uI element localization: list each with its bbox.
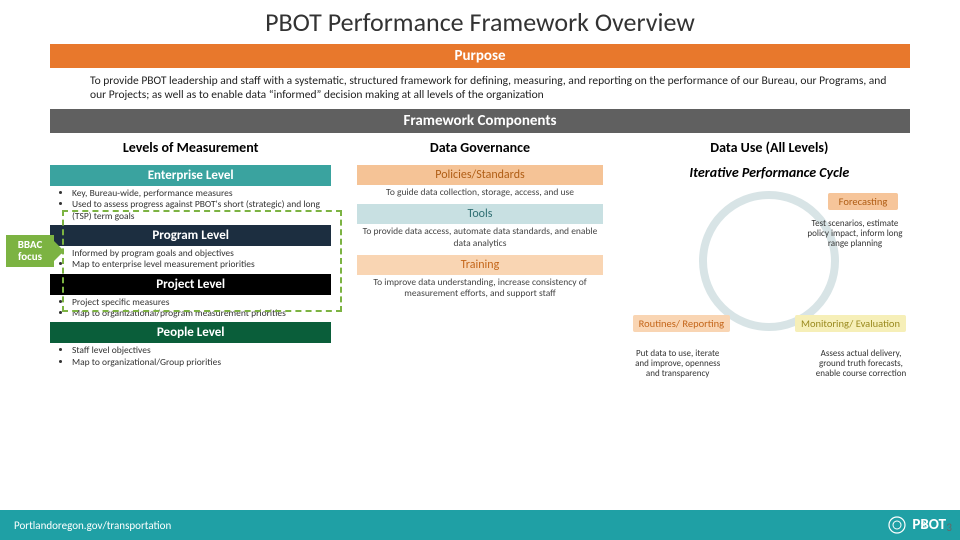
cycle-title: Iterative Performance Cycle: [629, 164, 910, 181]
training-band: Training: [357, 255, 602, 275]
monitoring-desc: Assess actual delivery, ground truth for…: [812, 349, 910, 380]
program-level-band: Program Level: [50, 225, 331, 246]
pbot-logo: PBOT: [888, 516, 946, 534]
bullet: Map to organizational/Group priorities: [72, 357, 325, 368]
page-title: PBOT Performance Framework Overview: [0, 0, 960, 42]
logo-seal-icon: [888, 516, 906, 534]
project-level-band: Project Level: [50, 274, 331, 295]
enterprise-bullets: Key, Bureau-wide, performance measures U…: [62, 188, 325, 222]
tools-band: Tools: [357, 204, 602, 224]
bullet: Map to enterprise level measurement prio…: [72, 259, 325, 270]
routines-node: Routines/ Reporting: [633, 315, 730, 333]
levels-header: Levels of Measurement: [50, 135, 331, 162]
footer-bar: Portlandoregon.gov/transportation PBOT: [0, 510, 960, 540]
bullet: Map to organizational/program measuremen…: [72, 308, 325, 319]
people-level-band: People Level: [50, 322, 331, 343]
routines-desc: Put data to use, iterate and improve, op…: [629, 349, 727, 380]
bbac-focus-badge: BBAC focus: [6, 235, 54, 267]
data-use-column: Data Use (All Levels) Iterative Performa…: [629, 135, 910, 385]
training-desc: To improve data understanding, increase …: [353, 277, 606, 300]
enterprise-level-band: Enterprise Level: [50, 165, 331, 186]
logo-text: PBOT: [912, 516, 946, 534]
people-bullets: Staff level objectives Map to organizati…: [62, 345, 325, 368]
page-number-inner: 3: [920, 519, 926, 532]
bullet: Used to assess progress against PBOT's s…: [72, 199, 325, 222]
tools-desc: To provide data access, automate data st…: [353, 226, 606, 249]
project-bullets: Project specific measures Map to organiz…: [62, 297, 325, 320]
data-use-header: Data Use (All Levels): [629, 135, 910, 162]
forecasting-desc: Test scenarios, estimate policy impact, …: [806, 219, 904, 250]
levels-column: Levels of Measurement Enterprise Level K…: [50, 135, 331, 385]
governance-column: Data Governance Policies/Standards To gu…: [339, 135, 620, 385]
policies-desc: To guide data collection, storage, acces…: [353, 187, 606, 198]
cycle-ring-icon: [699, 191, 839, 331]
program-bullets: Informed by program goals and objectives…: [62, 248, 325, 271]
footer-link[interactable]: Portlandoregon.gov/transportation: [14, 519, 171, 532]
purpose-text: To provide PBOT leadership and staff wit…: [90, 74, 890, 103]
forecasting-node: Forecasting: [828, 193, 898, 211]
framework-bar: Framework Components: [50, 109, 910, 133]
page-number: 3: [946, 521, 952, 534]
cycle-diagram: Forecasting Test scenarios, estimate pol…: [629, 185, 910, 385]
policies-band: Policies/Standards: [357, 165, 602, 185]
governance-header: Data Governance: [339, 135, 620, 162]
purpose-bar: Purpose: [50, 44, 910, 68]
monitoring-node: Monitoring/ Evaluation: [795, 315, 906, 333]
